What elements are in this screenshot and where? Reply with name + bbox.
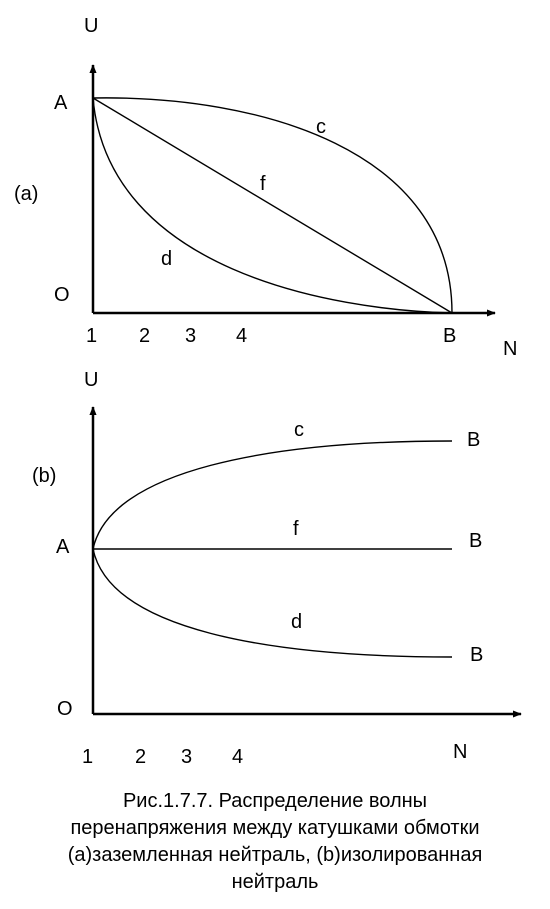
diagram-a-line-f <box>92 97 453 314</box>
diagram-b-tick-4: 4 <box>232 746 243 768</box>
diagram-a-tick-3: 3 <box>185 325 196 347</box>
diagram-b-line-f-label: f <box>293 518 299 540</box>
diagram-a-origin: O <box>54 284 70 306</box>
diagram-b-x-axis-label: N <box>453 741 467 763</box>
diagram-b-curve-c-label: c <box>294 419 304 441</box>
diagram-b: U c B (b) f B A d B O N 1 2 3 4 <box>32 369 522 768</box>
diagram-b-origin: O <box>57 698 73 720</box>
diagram-b-tick-2: 2 <box>135 746 146 768</box>
diagram-a-curve-d <box>92 97 453 314</box>
diagram-a-tick-2: 2 <box>139 325 150 347</box>
diagram-a-point-a: A <box>54 92 68 114</box>
diagram-b-curve-d <box>92 548 453 658</box>
diagram-a-point-b: B <box>443 325 456 347</box>
diagram-b-curve-c <box>92 440 453 550</box>
diagram-a-curve-d-label: d <box>161 248 172 270</box>
diagram-a-tag: (a) <box>14 183 38 205</box>
diagram-a-y-axis-label: U <box>84 15 98 37</box>
diagram-b-end-d: B <box>470 644 483 666</box>
diagram-b-tick-3: 3 <box>181 746 192 768</box>
diagram-a: U A (a) O c f d 1 2 3 4 B N <box>14 15 517 360</box>
diagram-a-x-axis-label: N <box>503 338 517 360</box>
figure-caption: Рис.1.7.7. Распределение волны перенапря… <box>20 788 530 896</box>
caption-line-3: (a)заземленная нейтраль, (b)изолированна… <box>67 844 483 866</box>
diagram-a-line-f-label: f <box>260 173 266 195</box>
diagram-b-curve-d-label: d <box>291 611 302 633</box>
diagram-b-point-a: A <box>56 536 70 558</box>
diagram-b-end-c: B <box>467 429 480 451</box>
caption-line-2: перенапряжения между катушками обмотки <box>70 817 480 839</box>
caption-line-4: нейтраль <box>231 871 319 893</box>
diagram-a-curve-c <box>92 97 453 314</box>
diagram-a-curve-c-label: c <box>316 116 326 138</box>
caption-line-1: Рис.1.7.7. Распределение волны <box>122 790 428 812</box>
diagram-b-tag: (b) <box>32 465 56 487</box>
diagram-b-y-axis-label: U <box>84 369 98 391</box>
diagram-a-tick-4: 4 <box>236 325 247 347</box>
diagram-b-tick-1: 1 <box>82 746 93 768</box>
diagram-b-end-f: B <box>469 530 482 552</box>
diagram-a-tick-1: 1 <box>86 325 97 347</box>
